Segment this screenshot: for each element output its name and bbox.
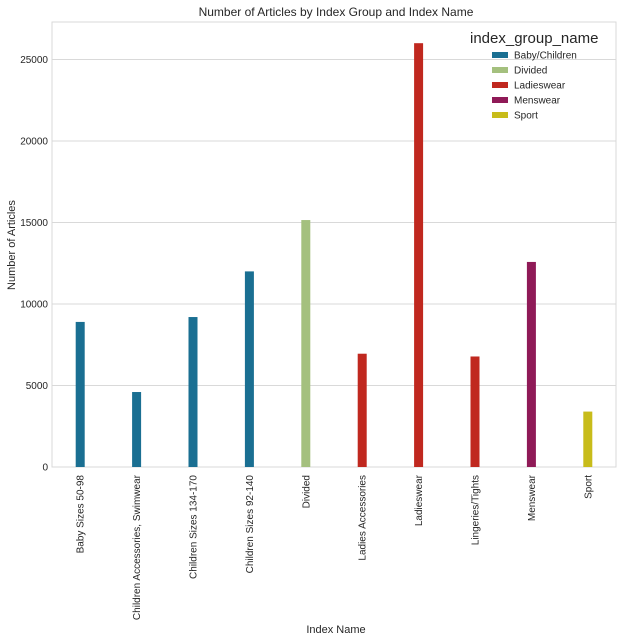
- legend-title: index_group_name: [470, 30, 598, 47]
- x-tick-label: Menswear: [527, 474, 538, 521]
- legend-swatch: [492, 52, 508, 58]
- x-tick-label: Children Sizes 134-170: [189, 475, 200, 579]
- bar: [583, 411, 593, 467]
- x-tick-labels: Baby Sizes 50-98 Children Accessories, Sw…: [76, 474, 595, 620]
- x-tick-label: Children Sizes 92-140: [245, 475, 256, 574]
- y-tick-label: 5000: [26, 381, 49, 392]
- legend-items: Baby/Children Divided Ladieswear Menswear Sp…: [492, 51, 577, 122]
- x-tick-label: Lingeries/Tights: [471, 475, 482, 545]
- x-tick-label: Baby Sizes 50-98: [76, 475, 87, 554]
- y-tick-label: 10000: [20, 299, 48, 310]
- legend-entry: Baby/Children: [514, 51, 577, 62]
- x-tick-label: Ladies Accessories: [358, 475, 369, 561]
- x-tick-label: Children Accessories, Swimwear: [132, 474, 143, 620]
- legend-swatch: [492, 97, 508, 103]
- bars: [75, 43, 593, 467]
- bar: [244, 271, 254, 467]
- legend-swatch: [492, 82, 508, 88]
- chart-title: Number of Articles by Index Group and In…: [199, 5, 474, 19]
- bar: [301, 220, 311, 467]
- y-tick-label: 25000: [20, 55, 48, 66]
- y-axis-label: Number of Articles: [6, 200, 18, 290]
- legend: index_group_name Baby/Children Divided Lad…: [470, 30, 598, 122]
- bar: [526, 261, 536, 467]
- bar: [470, 356, 480, 467]
- legend-entry: Menswear: [514, 96, 561, 107]
- bar: [188, 317, 198, 467]
- x-tick-label: Ladieswear: [414, 474, 425, 526]
- x-tick-label: Divided: [301, 475, 312, 508]
- legend-swatch: [492, 112, 508, 118]
- bar: [414, 43, 424, 467]
- x-tick-label: Sport: [583, 475, 594, 499]
- bar: [132, 392, 142, 467]
- y-tick-label: 20000: [20, 136, 48, 147]
- plot-area: [51, 21, 617, 468]
- legend-entry: Sport: [514, 111, 538, 122]
- gridlines: [51, 21, 617, 468]
- legend-entry: Divided: [514, 66, 547, 77]
- y-tick-label: 15000: [20, 218, 48, 229]
- bar: [75, 321, 85, 467]
- bar: [357, 353, 367, 467]
- y-tick-labels: 0 5000 10000 15000 20000 25000: [20, 55, 48, 474]
- y-tick-label: 0: [42, 463, 48, 474]
- legend-swatch: [492, 67, 508, 73]
- x-axis-label: Index Name: [306, 624, 365, 636]
- legend-entry: Ladieswear: [514, 81, 566, 92]
